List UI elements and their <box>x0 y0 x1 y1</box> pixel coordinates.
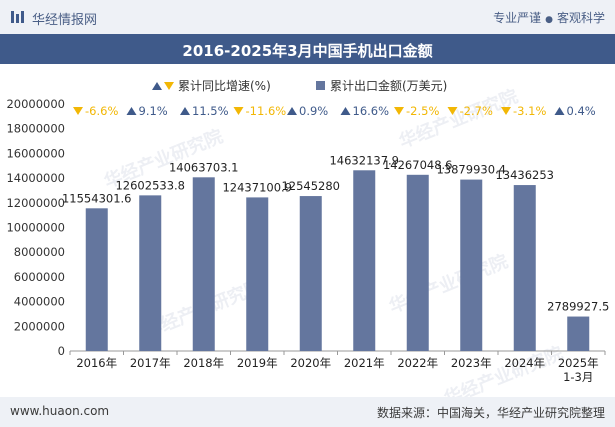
brand-name: 华经情报网 <box>32 13 98 28</box>
growth-rate-label: 0.4% <box>567 104 596 118</box>
y-tick-label: 6000000 <box>14 270 65 284</box>
bullet-dot-icon: ● <box>545 15 553 25</box>
value-label: 14267048.6 <box>383 158 453 172</box>
y-tick-label: 16000000 <box>6 146 65 160</box>
up-arrow-icon <box>287 107 297 115</box>
legend-item-growth: 累计同比增速(%) <box>152 79 271 93</box>
logo-icon <box>11 11 24 23</box>
growth-rate-label: 11.5% <box>192 104 229 118</box>
footer-website: www.huaon.com <box>10 404 110 418</box>
x-tick-label: 2021年 <box>344 356 385 370</box>
value-label: 12602533.8 <box>115 178 185 192</box>
bar-chart: 累计同比增速(%) 累计出口金额(万美元) 0 2000000 4000000 600… <box>6 78 609 384</box>
growth-rate-label: -2.7% <box>460 104 493 118</box>
growth-rate-label: -11.6% <box>246 104 287 118</box>
growth-rate-label: 16.6% <box>353 104 390 118</box>
x-tick-label: 2023年 <box>451 356 492 370</box>
legend-label-export: 累计出口金额(万美元) <box>330 78 447 93</box>
up-arrow-icon <box>180 107 190 115</box>
bar-6 <box>353 170 376 351</box>
footer-source: 数据来源：中国海关，华经产业研究院整理 <box>376 406 605 420</box>
bar-4 <box>246 197 269 351</box>
tagline-professional: 专业严谨 <box>493 11 542 25</box>
x-axis-labels: 2016年 2017年 2018年 2019年 2020年 2021年 2022年 2023年… <box>76 356 598 384</box>
x-tick-label: 2018年 <box>183 356 224 370</box>
value-label: 2789927.5 <box>547 300 609 314</box>
x-tick-label: 2017年 <box>130 356 171 370</box>
y-tick-label: 12000000 <box>6 196 65 210</box>
axes: 0 2000000 4000000 6000000 8000000 10000000 120… <box>6 97 606 358</box>
up-arrow-icon <box>126 107 137 115</box>
bar-3 <box>192 177 215 351</box>
bar-1 <box>85 208 108 351</box>
x-tick-label: 2019年 <box>237 356 278 370</box>
bars <box>85 170 590 351</box>
down-arrow-icon <box>501 107 511 115</box>
growth-rate-label: 9.1% <box>139 104 168 118</box>
bar-10 <box>567 316 590 351</box>
down-arrow-icon <box>233 107 244 115</box>
growth-rate-label: -6.6% <box>85 104 118 118</box>
y-tick-label: 20000000 <box>6 97 65 111</box>
legend: 累计同比增速(%) 累计出口金额(万美元) <box>152 78 447 93</box>
growth-rate-label: 0.9% <box>299 104 328 118</box>
up-arrow-icon <box>340 107 351 115</box>
value-label: 13436253 <box>495 168 554 182</box>
x-tick-label: 1-3月 <box>563 370 593 384</box>
legend-label-growth: 累计同比增速(%) <box>178 79 271 93</box>
legend-down-arrow-icon <box>164 82 174 90</box>
down-arrow-icon <box>394 107 404 115</box>
chart-title: 2016-2025年3月中国手机出口金额 <box>182 42 433 60</box>
tagline: 专业严谨 ● 客观科学 <box>493 9 605 26</box>
y-tick-label: 8000000 <box>14 245 65 259</box>
value-label: 14063703.1 <box>169 160 239 174</box>
down-arrow-icon <box>447 107 458 115</box>
tagline-objective: 客观科学 <box>556 11 605 25</box>
y-tick-label: 18000000 <box>6 122 65 136</box>
growth-rate-label: -3.1% <box>513 104 546 118</box>
value-label: 14632137.9 <box>329 153 399 167</box>
bar-9 <box>513 185 536 351</box>
up-arrow-icon <box>554 107 565 115</box>
bar-8 <box>460 179 483 351</box>
y-tick-label: 0 <box>58 344 65 358</box>
y-tick-label: 10000000 <box>6 221 65 235</box>
x-tick-label: 2025年 <box>558 356 599 370</box>
x-tick-label: 2020年 <box>290 356 331 370</box>
x-tick-label: 2024年 <box>504 356 545 370</box>
legend-up-arrow-icon <box>152 82 162 90</box>
value-label: 11554301.6 <box>62 191 132 205</box>
growth-rate-label: -2.5% <box>406 104 439 118</box>
value-label: 12545280 <box>281 179 340 193</box>
y-tick-label: 14000000 <box>6 171 65 185</box>
bar-5 <box>299 196 322 351</box>
value-label: 12437100.9 <box>222 180 292 194</box>
y-tick-label: 2000000 <box>14 319 65 333</box>
x-tick-label: 2022年 <box>397 356 438 370</box>
y-tick-label: 4000000 <box>14 295 65 309</box>
x-tick-label: 2016年 <box>76 356 117 370</box>
value-label: 13879930.4 <box>436 163 506 177</box>
footer: www.huaon.com 数据来源：中国海关，华经产业研究院整理 <box>0 397 615 427</box>
legend-item-export: 累计出口金额(万美元) <box>316 78 447 93</box>
title-bar: 2016-2025年3月中国手机出口金额 <box>0 34 615 64</box>
down-arrow-icon <box>73 107 83 115</box>
top-bar: 华经情报网 专业严谨 ● 客观科学 <box>0 0 615 34</box>
bar-2 <box>139 195 162 351</box>
growth-rate-row: -6.6% 9.1% 11.5% -11.6% 0.9% 16.6% -2.5% -2.7% -… <box>73 104 596 118</box>
bar-7 <box>406 174 429 351</box>
legend-bar-swatch-icon <box>316 81 325 90</box>
